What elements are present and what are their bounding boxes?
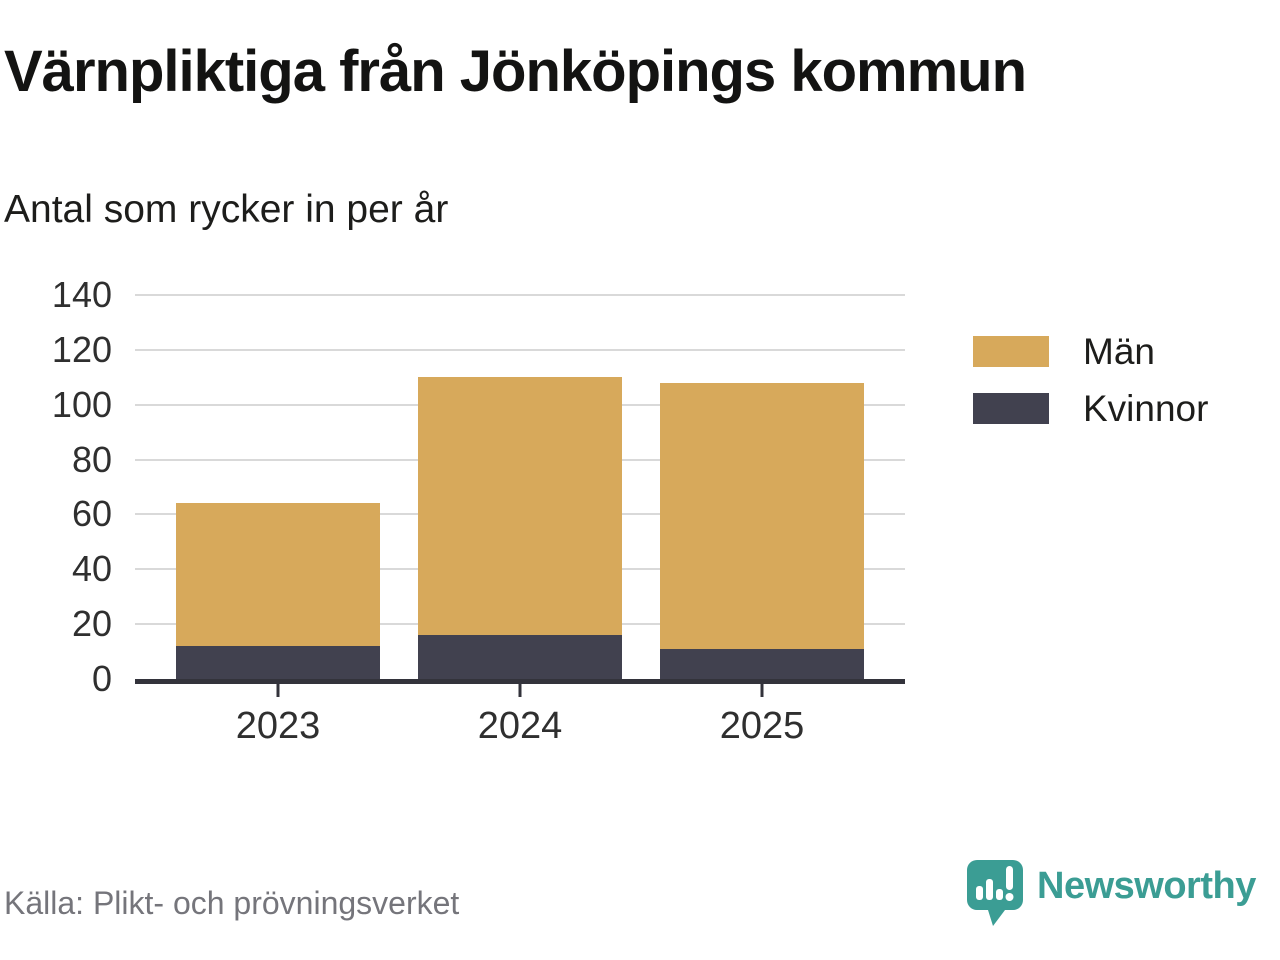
source-note: Källa: Plikt- och prövningsverket xyxy=(4,885,460,921)
y-axis-labels: 0 20 40 60 80 100 120 140 xyxy=(0,277,112,697)
gridline-120 xyxy=(135,348,905,351)
x-tick-label-2023: 2023 xyxy=(235,705,321,747)
bar-segment-man-2024 xyxy=(418,377,622,636)
x-tick-label-2024: 2024 xyxy=(477,705,563,747)
stacked-bar-2025 xyxy=(660,382,864,679)
bar-segment-kvinnor-2024 xyxy=(418,635,622,679)
legend-item-kvinnor: Kvinnor xyxy=(973,388,1209,429)
bar-segment-man-2023 xyxy=(176,503,380,647)
x-axis-line xyxy=(135,679,905,684)
legend-label: Kvinnor xyxy=(1083,388,1209,429)
x-tick-2025 xyxy=(760,684,764,697)
chart-legend: Män Kvinnor xyxy=(973,331,1209,450)
chart-subtitle: Antal som rycker in per år xyxy=(4,188,449,231)
stacked-bar-2023 xyxy=(176,503,380,679)
bar-segment-kvinnor-2023 xyxy=(176,646,380,679)
y-tick-label-100: 100 xyxy=(51,383,112,425)
legend-item-mn: Män xyxy=(973,331,1208,372)
gridline-140 xyxy=(135,294,905,296)
newsworthy-brand: Newsworthy xyxy=(963,856,1256,930)
x-tick-2024 xyxy=(518,684,522,697)
x-tick-2023 xyxy=(276,684,280,697)
y-tick-label-20: 20 xyxy=(71,603,112,645)
page-title: Värnpliktiga från Jönköpings kommun xyxy=(4,39,1027,104)
x-tick-label-2025: 2025 xyxy=(719,705,805,747)
stacked-bar-2024 xyxy=(418,377,622,679)
y-tick-label-120: 120 xyxy=(51,328,112,370)
y-tick-label-140: 140 xyxy=(51,274,112,315)
bar-segment-kvinnor-2025 xyxy=(660,648,864,679)
newsworthy-logo-icon xyxy=(967,860,1023,926)
legend-label: Män xyxy=(1083,331,1155,372)
legend-swatch xyxy=(973,336,1049,367)
bar-segment-man-2025 xyxy=(660,382,864,649)
y-tick-label-0: 0 xyxy=(91,658,112,699)
y-tick-label-60: 60 xyxy=(71,493,112,535)
y-tick-label-80: 80 xyxy=(71,438,112,480)
legend-swatch xyxy=(973,393,1049,424)
y-tick-label-40: 40 xyxy=(71,548,112,590)
plot-area xyxy=(135,294,905,679)
newsworthy-logo-text: Newsworthy xyxy=(1037,865,1256,907)
